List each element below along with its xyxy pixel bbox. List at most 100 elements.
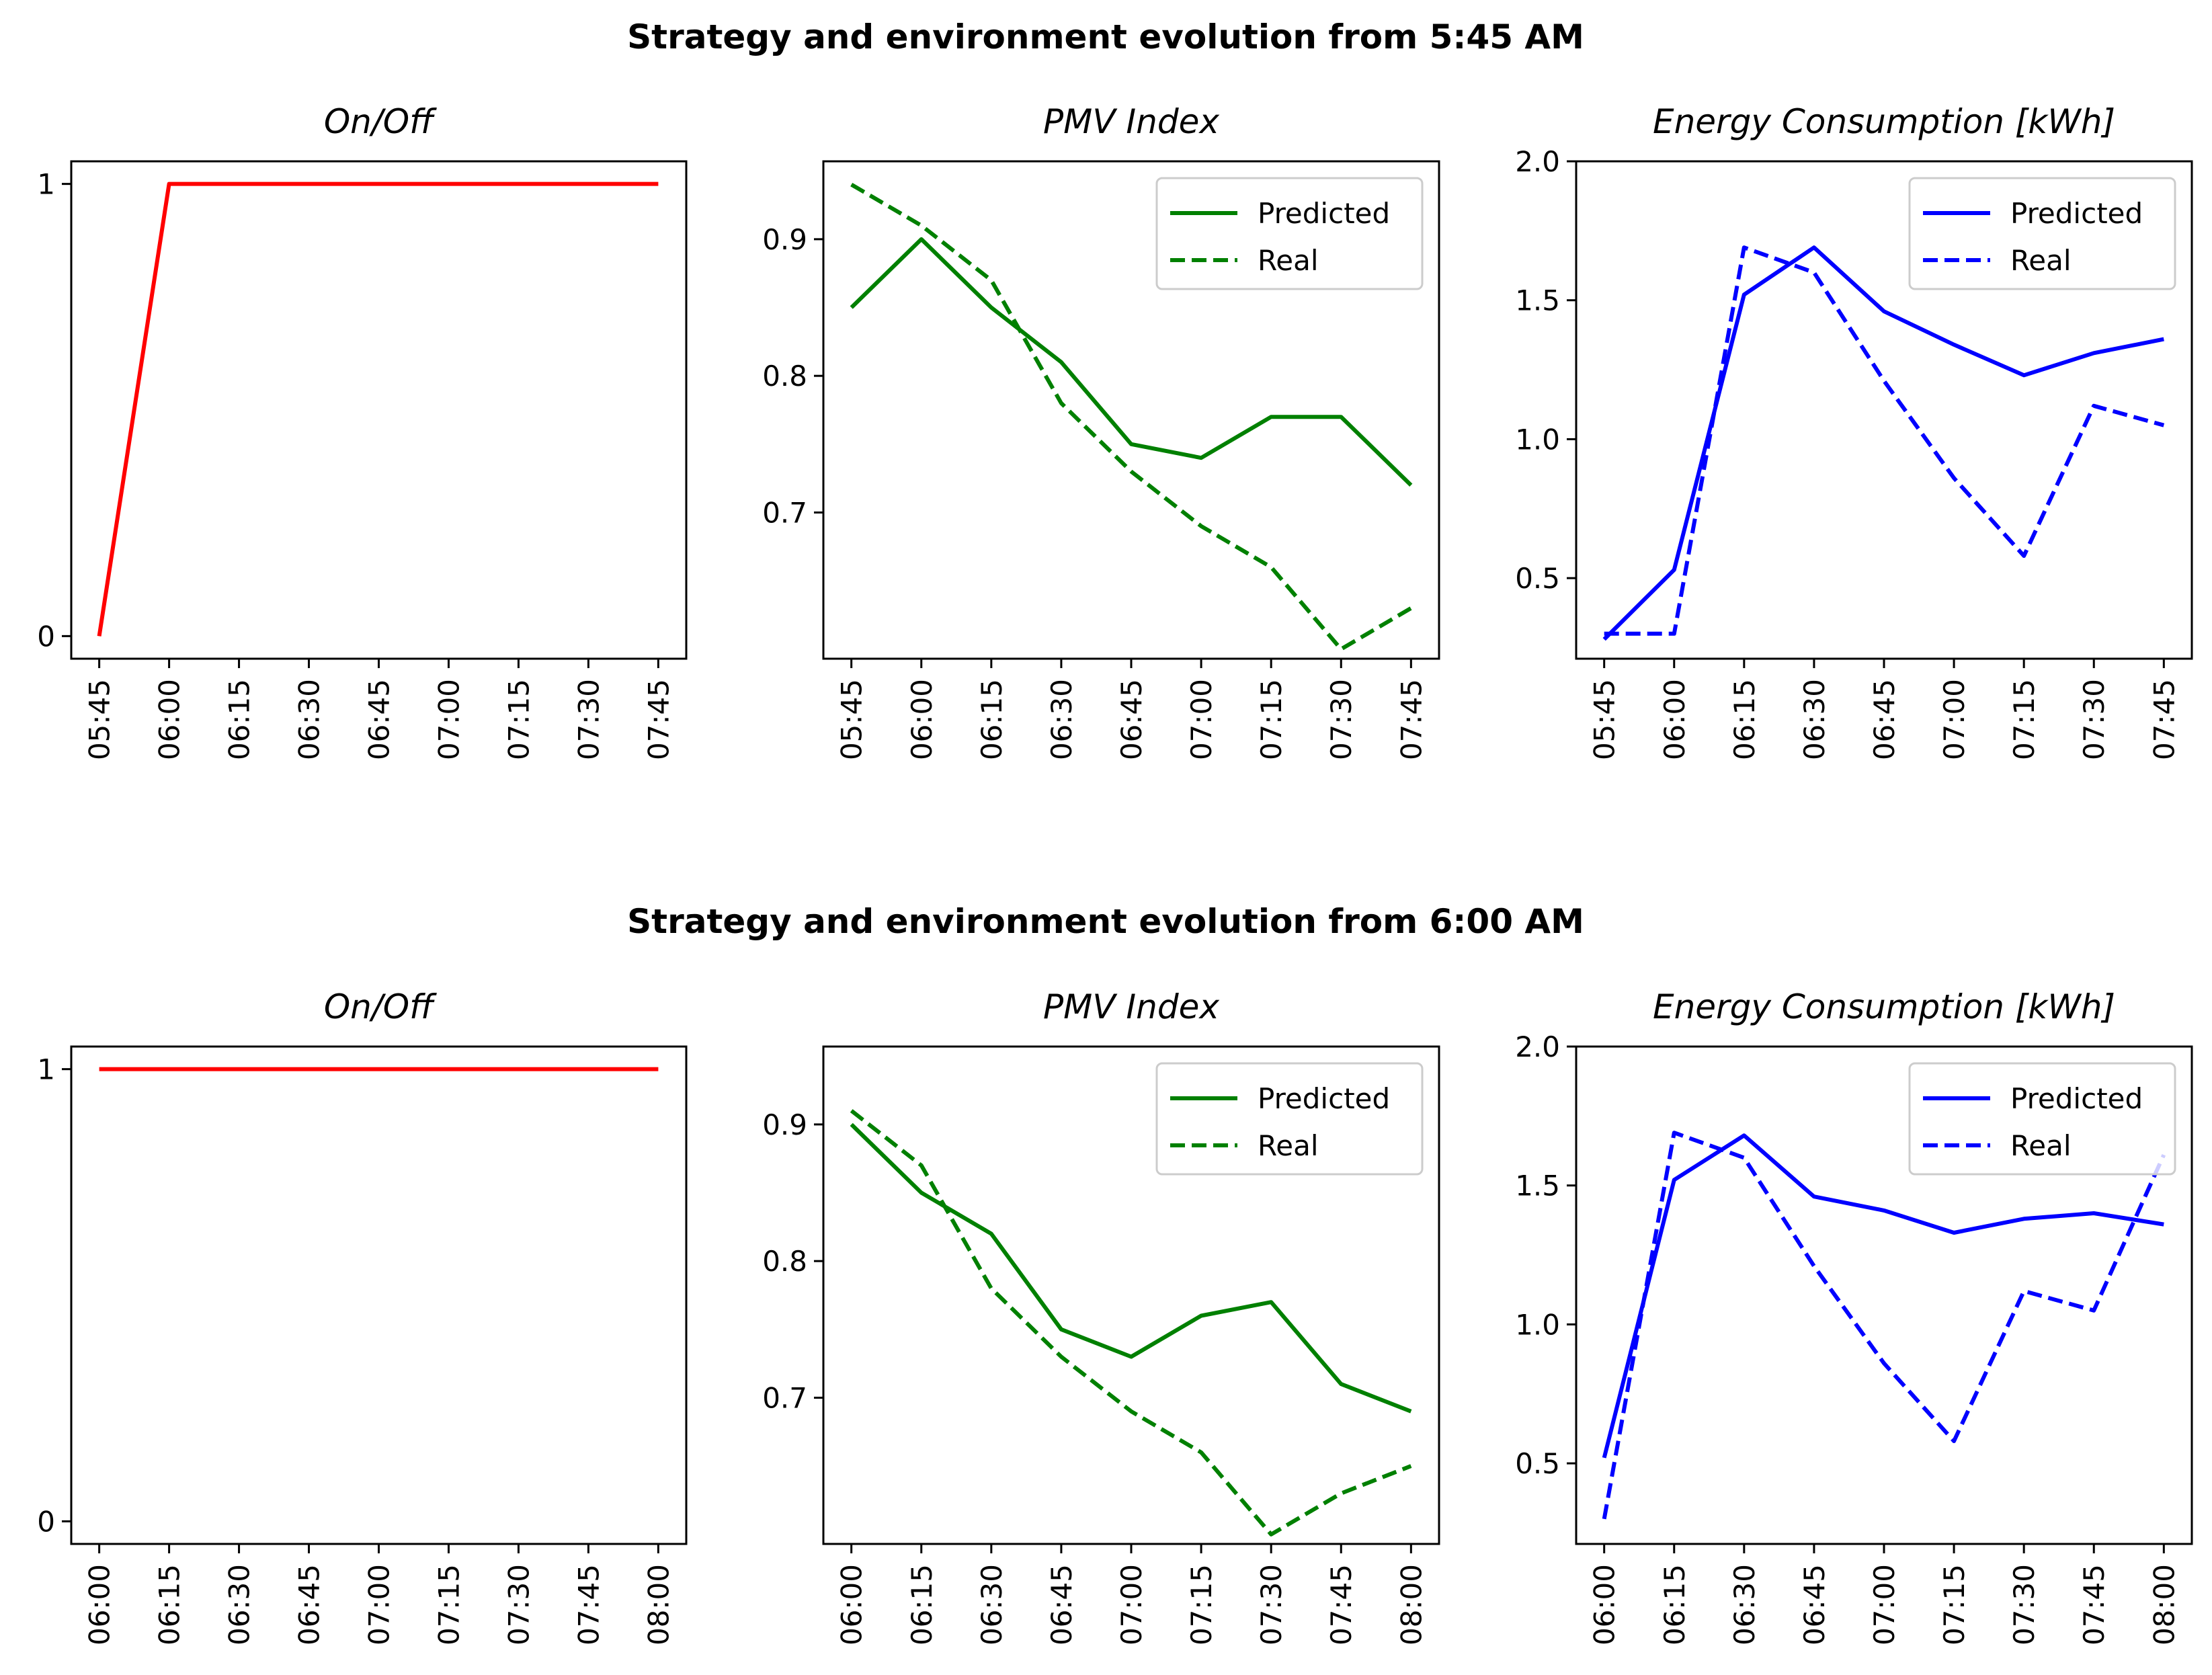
subplot-title: Energy Consumption [kWh] <box>1653 102 2115 141</box>
x-tick-label: 06:30 <box>293 679 326 760</box>
x-tick-label: 07:30 <box>572 679 605 760</box>
x-tick-label: 06:15 <box>975 679 1008 760</box>
legend-label: Predicted <box>1258 197 1390 230</box>
x-tick-label: 06:15 <box>905 1564 938 1645</box>
y-tick-label: 1.0 <box>1515 423 1560 456</box>
x-tick-label: 06:30 <box>1045 679 1078 760</box>
x-tick-label: 06:45 <box>293 1564 326 1645</box>
subplot-title: On/Off <box>324 102 437 141</box>
legend-label: Real <box>2010 1129 2072 1162</box>
legend-label: Predicted <box>1258 1082 1390 1115</box>
legend-label: Real <box>2010 244 2072 277</box>
x-tick-label: 05:45 <box>83 679 116 760</box>
x-tick-label: 07:30 <box>1325 679 1358 760</box>
subplot-title: On/Off <box>324 987 437 1026</box>
x-tick-label: 06:15 <box>1728 679 1761 760</box>
series-line-real <box>1604 245 2165 636</box>
x-tick-label: 07:00 <box>1868 1564 1901 1645</box>
x-tick-label: 07:30 <box>2008 1564 2041 1645</box>
y-tick-label: 2.0 <box>1515 1030 1560 1063</box>
x-tick-label: 07:15 <box>1255 679 1288 760</box>
subplot-6: Energy Consumption [kWh] 0.5 1.0 1.5 2.0 06:0… <box>1515 987 2193 1645</box>
y-tick-label: 0.9 <box>762 223 807 256</box>
x-tick-label: 07:30 <box>2078 679 2111 760</box>
x-tick-label: 06:00 <box>905 679 938 760</box>
x-tick-label: 06:45 <box>1798 1564 1831 1645</box>
subplot-1: On/Off 0 1 05:45 06:00 06:15 06:30 06:45 07:00 07… <box>37 102 688 760</box>
legend-label: Predicted <box>2010 1082 2143 1115</box>
subplot-3: Energy Consumption [kWh] 0.5 1.0 1.5 2.0 05:4… <box>1515 102 2193 760</box>
axes-frame <box>70 160 688 660</box>
x-tick-label: 07:00 <box>1115 1564 1148 1645</box>
series-line-on-off <box>97 181 659 637</box>
series-line-predicted <box>1602 1133 2164 1459</box>
x-tick-label: 07:45 <box>2078 1564 2111 1645</box>
series-line-predicted <box>850 237 1413 487</box>
y-tick-label: 0.8 <box>762 1245 807 1278</box>
x-tick-label: 06:30 <box>1798 679 1831 760</box>
suptitle-bottom: Strategy and environment evolution from … <box>627 902 1584 941</box>
subplot-5: PMV Index 0.7 0.8 0.9 06:00 06:15 06:30 06:45 07… <box>762 987 1440 1645</box>
y-tick-label: 0.8 <box>762 360 807 393</box>
x-tick-label: 06:45 <box>363 679 396 760</box>
legend-label: Real <box>1258 1129 1319 1162</box>
series-line-real <box>1602 1131 2166 1520</box>
subplot-title: PMV Index <box>1043 987 1219 1026</box>
y-tick-label: 0 <box>37 620 55 653</box>
x-tick-label: 07:00 <box>432 679 465 760</box>
x-tick-label: 07:00 <box>1938 679 1971 760</box>
x-tick-label: 07:15 <box>1938 1564 1971 1645</box>
x-tick-label: 07:30 <box>502 1564 535 1645</box>
x-tick-label: 05:45 <box>1588 679 1621 760</box>
legend: Predicted Real <box>1155 177 1424 290</box>
axes-frame <box>822 1045 1440 1545</box>
axes-frame <box>1575 1045 2193 1545</box>
subplot-title: PMV Index <box>1043 102 1219 141</box>
x-tick-label: 07:15 <box>502 679 535 760</box>
y-tick-label: 0 <box>37 1505 55 1538</box>
x-tick-label: 06:00 <box>835 1564 868 1645</box>
x-tick-label: 06:45 <box>1115 679 1148 760</box>
x-tick-label: 06:15 <box>1658 1564 1691 1645</box>
x-tick-label: 07:15 <box>432 1564 465 1645</box>
x-tick-label: 06:45 <box>1868 679 1901 760</box>
x-tick-label: 06:15 <box>153 1564 186 1645</box>
y-tick-label: 1.5 <box>1515 284 1560 317</box>
x-tick-label: 07:00 <box>363 1564 396 1645</box>
axes-frame <box>70 1045 688 1545</box>
axes-frame <box>822 160 1440 660</box>
y-tick-label: 1.5 <box>1515 1170 1560 1202</box>
legend-label: Real <box>1258 244 1319 277</box>
subplot-4: On/Off 0 1 06:00 06:15 06:30 06:45 07:00 07:15 07… <box>37 987 688 1645</box>
y-tick-label: 0.9 <box>762 1108 807 1141</box>
y-tick-label: 0.7 <box>762 1381 807 1414</box>
x-tick-label: 07:15 <box>1185 1564 1218 1645</box>
subplot-2: PMV Index 0.7 0.8 0.9 05:45 06:00 06:15 06:30 06… <box>762 102 1440 760</box>
x-tick-label: 07:30 <box>1255 1564 1288 1645</box>
y-tick-label: 1 <box>37 168 55 201</box>
series-line-real <box>850 183 1412 651</box>
x-tick-label: 08:00 <box>1395 1564 1428 1645</box>
x-tick-label: 06:30 <box>1728 1564 1761 1645</box>
y-tick-label: 0.5 <box>1515 562 1560 595</box>
y-tick-label: 0.5 <box>1515 1447 1560 1480</box>
x-tick-label: 07:45 <box>1325 1564 1358 1645</box>
y-tick-label: 1 <box>37 1053 55 1086</box>
legend-label: Predicted <box>2010 197 2143 230</box>
y-tick-label: 1.0 <box>1515 1308 1560 1341</box>
x-tick-label: 06:30 <box>223 1564 256 1645</box>
subplots: On/Off 0 1 05:45 06:00 06:15 06:30 06:45 07:00 07… <box>37 102 2193 1645</box>
x-tick-label: 06:00 <box>1588 1564 1621 1645</box>
x-tick-label: 06:00 <box>1658 679 1691 760</box>
series-line-predicted <box>1602 245 2164 641</box>
x-tick-label: 08:00 <box>2147 1564 2180 1645</box>
x-tick-label: 07:00 <box>1185 679 1218 760</box>
x-tick-label: 06:00 <box>83 1564 116 1645</box>
legend: Predicted Real <box>1155 1062 1424 1176</box>
x-tick-label: 07:45 <box>642 679 675 760</box>
x-tick-label: 07:45 <box>572 1564 605 1645</box>
legend: Predicted Real <box>1908 1062 2176 1176</box>
y-tick-label: 0.7 <box>762 496 807 529</box>
